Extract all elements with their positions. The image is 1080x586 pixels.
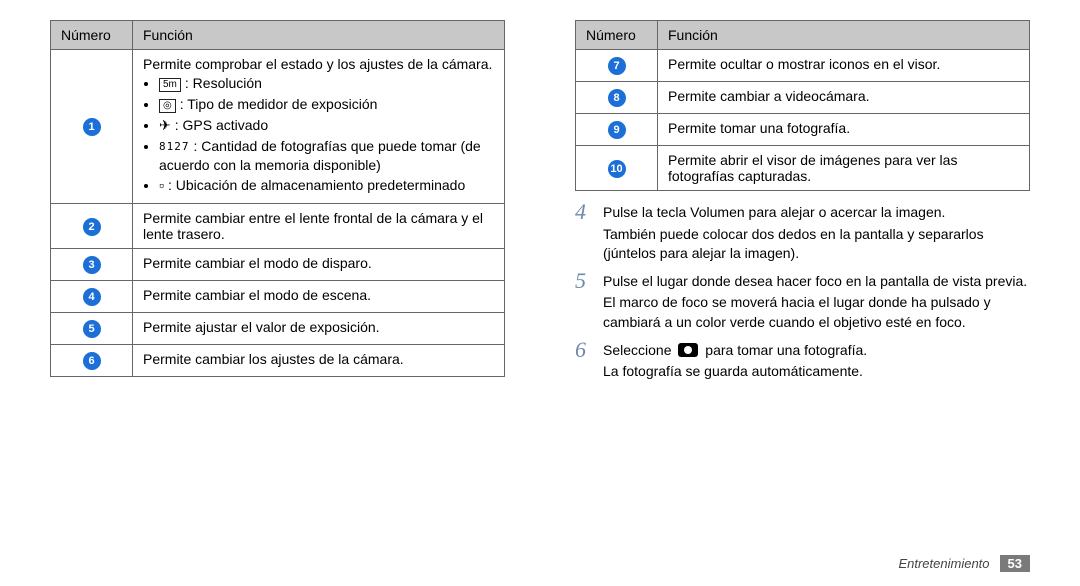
steps-list: 4 Pulse la tecla Volumen para alejar o a… — [575, 201, 1030, 384]
right-column: Número Función 7 Permite ocultar o mostra… — [575, 20, 1030, 388]
cell-num-5: 5 — [51, 313, 133, 345]
storage-icon: ▫ — [159, 177, 164, 193]
numbadge-10: 10 — [608, 160, 626, 178]
row1-bullet-count: 8127: Cantidad de fotografías que puede … — [159, 137, 494, 175]
footer-page: 53 — [1000, 555, 1030, 572]
row1-bullet-gps: ✈: GPS activado — [159, 116, 494, 135]
res-icon: 5m — [159, 78, 181, 92]
camera-icon — [678, 343, 698, 357]
step6-line1: Seleccione para tomar una fotografía. — [603, 341, 867, 361]
numbadge-5: 5 — [83, 320, 101, 338]
row1-lead: Permite comprobar el estado y los ajuste… — [143, 56, 494, 72]
right-th-func: Función — [658, 21, 1030, 50]
cell-func-9: Permite tomar una fotografía. — [658, 114, 1030, 146]
left-table: Número Función 1 Permite comprobar el es… — [50, 20, 505, 377]
row1-bullet-meter: ◎: Tipo de medidor de exposición — [159, 95, 494, 114]
step4-line1: Pulse la tecla Volumen para alejar o ace… — [603, 203, 1030, 223]
meter-icon: ◎ — [159, 99, 176, 113]
cell-num-1: 1 — [51, 50, 133, 204]
row1-bullet-res: 5m: Resolución — [159, 74, 494, 93]
numbadge-1: 1 — [83, 118, 101, 136]
numbadge-7: 7 — [608, 57, 626, 75]
cell-func-1: Permite comprobar el estado y los ajuste… — [133, 50, 505, 204]
right-table: Número Función 7 Permite ocultar o mostra… — [575, 20, 1030, 191]
step4-line2: También puede colocar dos dedos en la pa… — [603, 225, 1030, 264]
cell-func-4: Permite cambiar el modo de escena. — [133, 281, 505, 313]
left-th-func: Función — [133, 21, 505, 50]
cell-num-4: 4 — [51, 281, 133, 313]
cell-num-8: 8 — [576, 82, 658, 114]
cell-func-10: Permite abrir el visor de imágenes para … — [658, 146, 1030, 191]
cell-func-6: Permite cambiar los ajustes de la cámara… — [133, 345, 505, 377]
cell-num-9: 9 — [576, 114, 658, 146]
cell-func-5: Permite ajustar el valor de exposición. — [133, 313, 505, 345]
step6-line2: La fotografía se guarda automáticamente. — [603, 362, 867, 382]
step-number-4: 4 — [575, 201, 603, 266]
step-number-5: 5 — [575, 270, 603, 335]
step-4: 4 Pulse la tecla Volumen para alejar o a… — [575, 201, 1030, 266]
cell-func-3: Permite cambiar el modo de disparo. — [133, 249, 505, 281]
step5-line1: Pulse el lugar donde desea hacer foco en… — [603, 272, 1030, 292]
numbadge-6: 6 — [83, 352, 101, 370]
cell-func-7: Permite ocultar o mostrar iconos en el v… — [658, 50, 1030, 82]
cell-func-8: Permite cambiar a videocámara. — [658, 82, 1030, 114]
numbadge-9: 9 — [608, 121, 626, 139]
cell-num-2: 2 — [51, 204, 133, 249]
footer-section: Entretenimiento — [898, 556, 989, 571]
cell-num-6: 6 — [51, 345, 133, 377]
left-column: Número Función 1 Permite comprobar el es… — [50, 20, 505, 388]
left-th-num: Número — [51, 21, 133, 50]
right-th-num: Número — [576, 21, 658, 50]
numbadge-4: 4 — [83, 288, 101, 306]
cell-num-10: 10 — [576, 146, 658, 191]
cell-num-7: 7 — [576, 50, 658, 82]
step5-line2: El marco de foco se moverá hacia el luga… — [603, 293, 1030, 332]
count-icon: 8127 — [159, 140, 190, 155]
row1-bullet-storage: ▫: Ubicación de almacenamiento predeterm… — [159, 176, 494, 195]
step-number-6: 6 — [575, 339, 603, 384]
numbadge-2: 2 — [83, 218, 101, 236]
page-footer: Entretenimiento 53 — [898, 555, 1030, 572]
numbadge-8: 8 — [608, 89, 626, 107]
gps-icon: ✈ — [159, 117, 171, 133]
numbadge-3: 3 — [83, 256, 101, 274]
step-6: 6 Seleccione para tomar una fotografía. … — [575, 339, 1030, 384]
cell-num-3: 3 — [51, 249, 133, 281]
step-5: 5 Pulse el lugar donde desea hacer foco … — [575, 270, 1030, 335]
cell-func-2: Permite cambiar entre el lente frontal d… — [133, 204, 505, 249]
